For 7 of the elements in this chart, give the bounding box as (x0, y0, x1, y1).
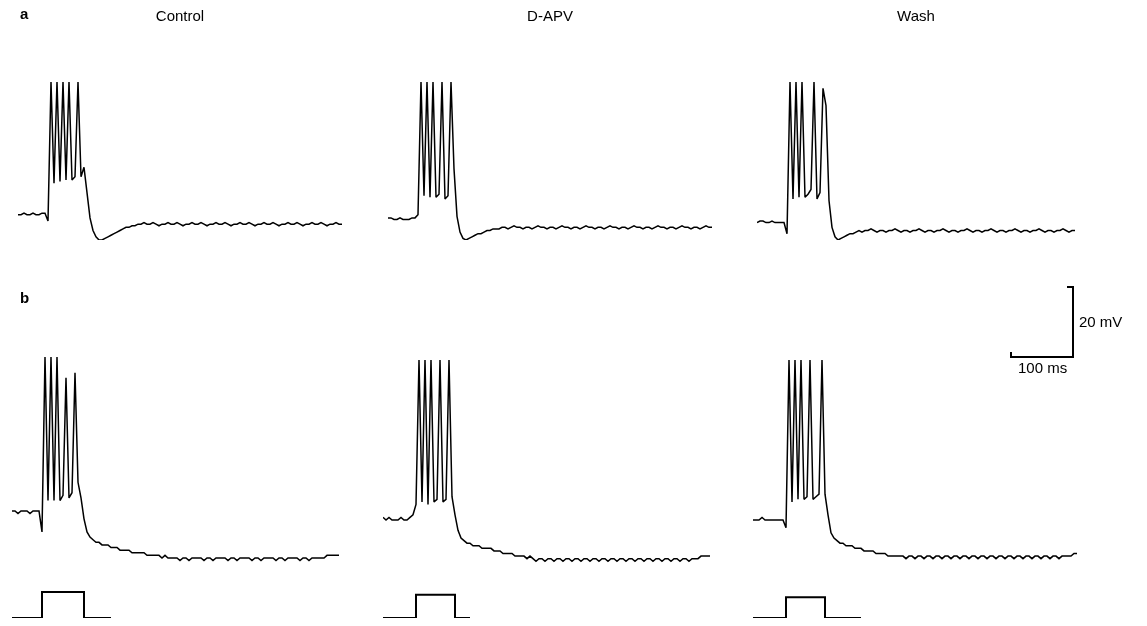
text: 20 mV (1079, 313, 1123, 330)
chart-title: Control (155, 7, 205, 25)
chart-title: Wash (897, 7, 935, 25)
text: a (20, 5, 29, 22)
text: b (20, 289, 30, 306)
annotation: 100 ms (1018, 359, 1068, 376)
chart-title: D-APV (527, 7, 573, 25)
